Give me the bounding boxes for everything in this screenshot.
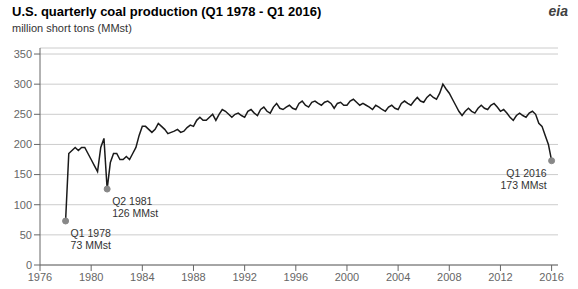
svg-text:2004: 2004 [386, 271, 410, 283]
svg-text:1988: 1988 [181, 271, 205, 283]
svg-text:50: 50 [20, 229, 32, 241]
svg-text:1992: 1992 [232, 271, 256, 283]
svg-text:2008: 2008 [437, 271, 461, 283]
svg-text:250: 250 [14, 108, 32, 120]
svg-text:2012: 2012 [488, 271, 512, 283]
html-text:million short tons (MMst): million short tons (MMst) [12, 22, 132, 34]
html-text:eia: eia [548, 3, 568, 19]
svg-text:1996: 1996 [284, 271, 308, 283]
svg-text:2016: 2016 [539, 271, 563, 283]
svg-text:1984: 1984 [130, 271, 154, 283]
svg-text:Q1 2016173 MMst: Q1 2016173 MMst [500, 167, 546, 191]
html-text:U.S. quarterly coal production: U.S. quarterly coal production (Q1 1978 … [12, 4, 322, 19]
svg-text:200: 200 [14, 138, 32, 150]
svg-text:2000: 2000 [335, 271, 359, 283]
svg-text:0: 0 [26, 259, 32, 271]
svg-text:300: 300 [14, 78, 32, 90]
svg-text:100: 100 [14, 199, 32, 211]
svg-text:1980: 1980 [79, 271, 103, 283]
svg-text:150: 150 [14, 168, 32, 180]
svg-text:Q1 197873 MMst: Q1 197873 MMst [71, 227, 111, 251]
svg-text:1976: 1976 [28, 271, 52, 283]
svg-text:350: 350 [14, 48, 32, 60]
svg-text:Q2 1981126 MMst: Q2 1981126 MMst [112, 195, 158, 219]
